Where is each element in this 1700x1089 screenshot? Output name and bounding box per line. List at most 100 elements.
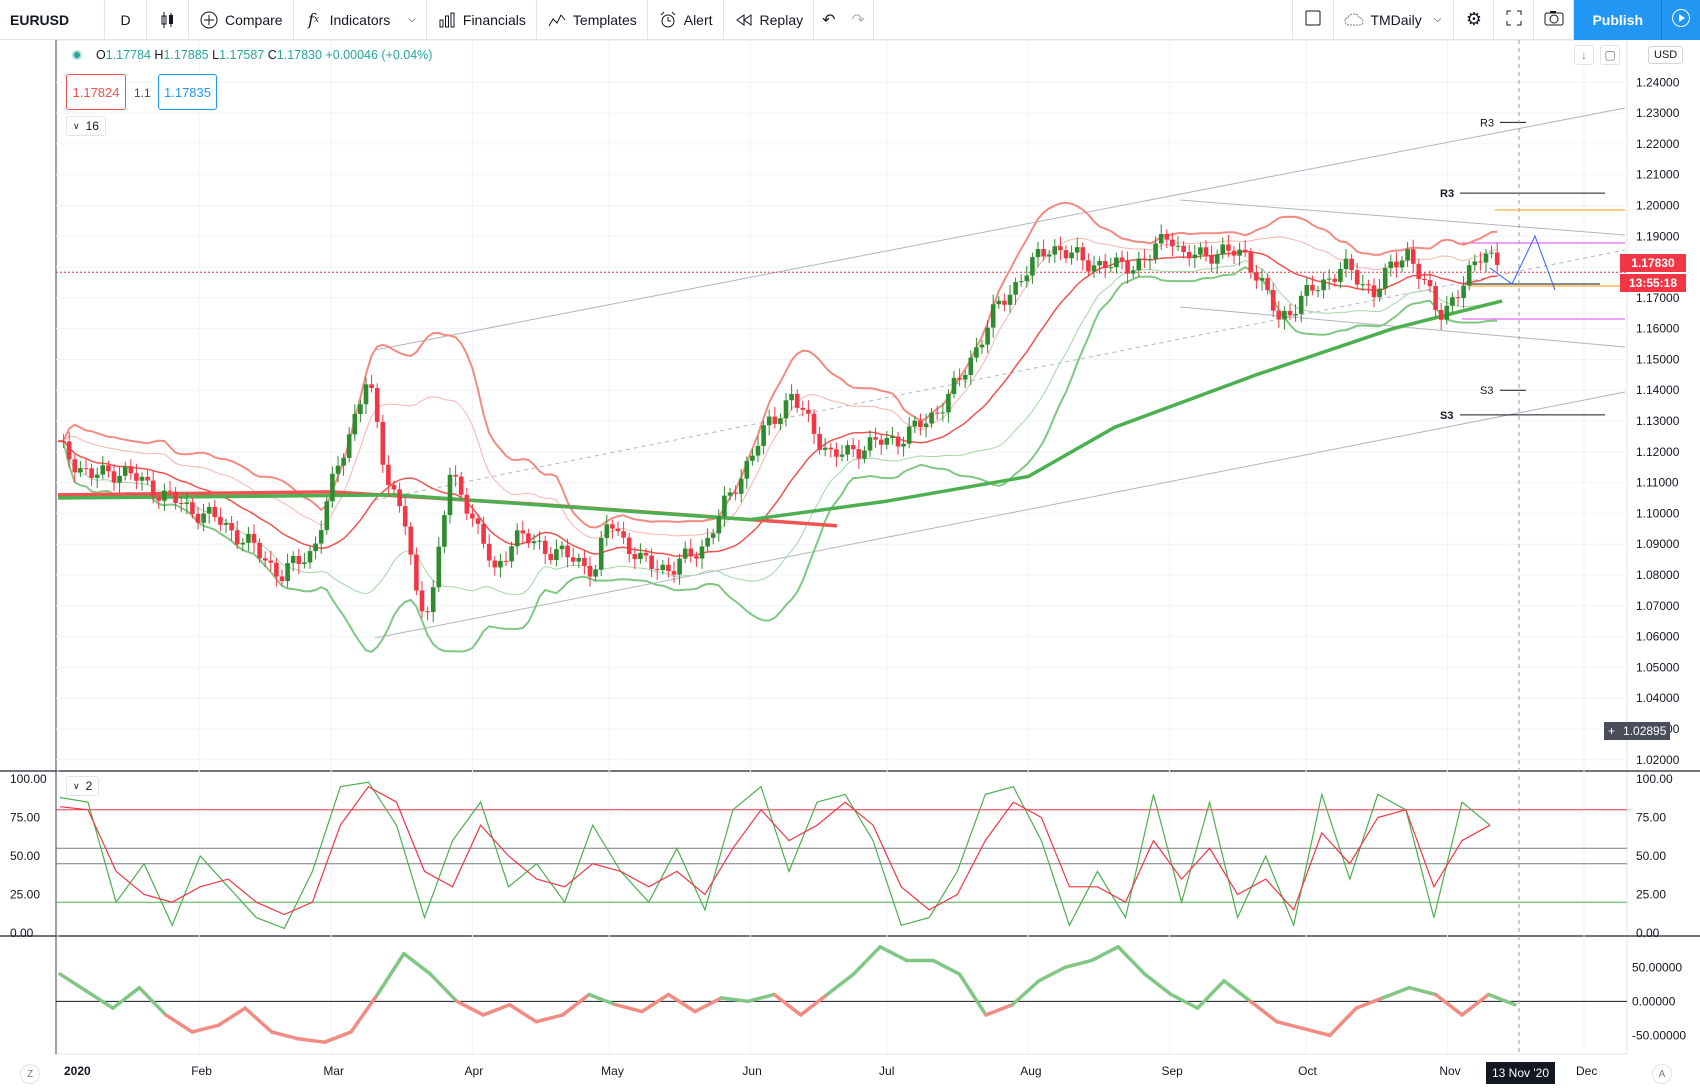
financials-button[interactable]: Financials xyxy=(427,0,537,40)
maximize-icon: ▢ xyxy=(1604,48,1616,62)
candle-body xyxy=(531,541,537,544)
plus-circle-icon xyxy=(199,10,219,30)
currency-button[interactable]: USD xyxy=(1648,46,1684,64)
osc-segment xyxy=(507,1002,538,1024)
osc-axis-label: 50.00000 xyxy=(1632,960,1682,974)
zoom-reset-button[interactable]: Z xyxy=(20,1064,40,1084)
candle-body xyxy=(330,473,335,502)
osc-segment xyxy=(560,992,591,1017)
candle-body xyxy=(884,438,890,445)
candle-body xyxy=(1046,254,1052,257)
osc-segment xyxy=(719,996,750,1004)
osc-segment xyxy=(1248,999,1279,1024)
candle-body xyxy=(117,475,122,483)
candle-body xyxy=(520,530,526,534)
chart-canvas[interactable]: 2020 Feb Mar Apr May Jun Jul Aug Sep Oct Nov Dec 1.2… xyxy=(0,40,1700,1089)
redo-button[interactable]: ↷ xyxy=(844,0,874,40)
candle-body xyxy=(542,540,548,554)
candle-body xyxy=(974,347,979,358)
main-pane-indicators-toggle[interactable]: ∨ 16 xyxy=(66,116,106,136)
candle-body xyxy=(576,558,582,562)
candle-body xyxy=(1102,260,1108,269)
candle-body xyxy=(1332,278,1338,282)
snapshot-button[interactable] xyxy=(1534,0,1575,40)
candle-body xyxy=(822,447,828,450)
pane-down-button[interactable]: ↓ xyxy=(1574,45,1594,65)
candle-body xyxy=(94,474,100,478)
layout-button[interactable]: TMDaily ⌵ xyxy=(1334,0,1455,40)
price-axis-label: 1.08000 xyxy=(1636,568,1680,582)
close-value: 1.17830 xyxy=(276,48,322,62)
x-axis-tick-label: Aug xyxy=(1020,1064,1041,1078)
pane-maximize-button[interactable]: ▢ xyxy=(1600,45,1620,65)
osc-segment xyxy=(613,1002,644,1014)
candle-body xyxy=(498,560,503,568)
cloud-icon xyxy=(1344,10,1364,30)
candle-body xyxy=(1069,252,1074,259)
candle-body xyxy=(1354,270,1360,285)
candle-body xyxy=(173,491,178,504)
templates-button[interactable]: Templates xyxy=(537,0,648,40)
change-value: +0.00046 (+0.04%) xyxy=(325,48,433,62)
replay-button[interactable]: Replay xyxy=(724,0,815,40)
candle-body xyxy=(234,530,240,545)
chart-area[interactable]: 2020 Feb Mar Apr May Jun Jul Aug Sep Oct Nov Dec 1.2… xyxy=(0,40,1700,1089)
osc-segment xyxy=(296,1037,327,1044)
osc-segment xyxy=(1010,979,1041,1007)
candle-body xyxy=(839,454,845,457)
candle-body xyxy=(554,549,559,561)
candle-body xyxy=(419,590,425,612)
fullscreen-select-button[interactable] xyxy=(1292,0,1335,40)
settings-button[interactable]: ⚙ xyxy=(1454,0,1495,40)
candle-body xyxy=(1231,250,1237,256)
interval-button[interactable]: D xyxy=(105,0,147,40)
stoch-axis-label-left: 75.00 xyxy=(10,811,40,825)
candle-body xyxy=(1377,288,1382,298)
osc-segment xyxy=(666,992,697,1014)
projection-path xyxy=(1489,234,1556,291)
auto-scale-button[interactable]: A xyxy=(1652,1064,1672,1084)
publish-button[interactable]: Publish xyxy=(1574,0,1662,40)
candle-body xyxy=(1472,261,1478,266)
compare-button[interactable]: Compare xyxy=(189,0,294,40)
symbol-search-button[interactable]: EURUSD xyxy=(0,0,105,40)
buy-button[interactable]: 1.17835 xyxy=(158,74,217,110)
stoch-pane-indicators-toggle[interactable]: ∨ 2 xyxy=(66,776,100,796)
candle-body xyxy=(352,414,358,435)
price-axis-label: 1.13000 xyxy=(1636,414,1680,428)
market-status-icon xyxy=(72,50,82,60)
candle-body xyxy=(710,533,716,538)
osc-segment xyxy=(243,1006,274,1034)
candle-body xyxy=(1427,280,1433,287)
x-axis-tick-label: Oct xyxy=(1298,1064,1317,1078)
undo-button[interactable]: ↶ xyxy=(814,0,843,40)
redo-icon: ↷ xyxy=(851,11,865,29)
candle-body xyxy=(1130,270,1136,274)
price-axis-label: 1.17000 xyxy=(1636,291,1680,305)
bar-chart-icon xyxy=(437,10,457,30)
candle-body xyxy=(1108,267,1114,269)
candle-body xyxy=(111,471,117,483)
chart-type-button[interactable] xyxy=(147,0,189,40)
candle-body xyxy=(806,409,811,414)
alert-button[interactable]: Alert xyxy=(648,0,724,40)
candle-body xyxy=(1198,247,1203,255)
chevron-down-icon: ⌵ xyxy=(408,14,416,25)
candle-body xyxy=(548,553,554,561)
candle-body xyxy=(649,555,654,569)
fullscreen-button[interactable] xyxy=(1494,0,1535,40)
play-button[interactable] xyxy=(1662,0,1700,40)
candle-body xyxy=(761,425,766,446)
candle-body xyxy=(1080,247,1086,261)
candle-body xyxy=(632,554,638,560)
candle-body xyxy=(83,468,89,470)
candle-body xyxy=(705,537,710,547)
candle-body xyxy=(1287,310,1293,316)
candle-body xyxy=(285,563,290,582)
price-axis-label: 1.09000 xyxy=(1636,537,1680,551)
candle-body xyxy=(464,494,470,514)
candle-body xyxy=(1360,284,1366,286)
candle-body xyxy=(307,551,313,563)
sell-button[interactable]: 1.17824 xyxy=(66,74,126,110)
